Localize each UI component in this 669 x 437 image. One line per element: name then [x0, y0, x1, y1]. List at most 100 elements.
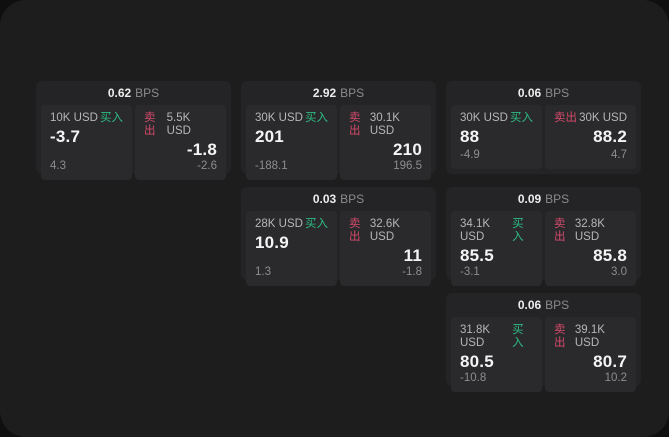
sell-notional: 5.5K USD	[166, 112, 191, 137]
buy-delta: -4.9	[460, 149, 480, 161]
buy-price: 85.5	[460, 246, 494, 265]
quote-body: 28K USD 买入 10.9 1.3 卖出 32.6K USD 11 -1.8	[241, 211, 436, 291]
bps-unit: BPS	[545, 192, 570, 206]
quote-card: 2.92 BPS 30K USD 买入 201 -188.1 卖出 30.1K …	[241, 81, 436, 180]
quote-body: 10K USD 买入 -3.7 4.3 卖出 5.5K USD -1.8 -2.…	[36, 105, 231, 185]
buy-price: 201	[255, 127, 284, 146]
bps-header: 0.06 BPS	[446, 293, 641, 317]
buy-panel-header: 31.8K USD 买入	[460, 324, 533, 350]
buy-quote-panel[interactable]: 34.1K USD 买入 85.5 -3.1	[451, 211, 542, 286]
bps-unit: BPS	[340, 86, 365, 100]
buy-notional: 31.8K USD	[460, 324, 491, 349]
sell-label: 卖出	[554, 324, 566, 349]
sell-delta: -1.8	[402, 266, 422, 278]
sell-label: 卖出	[144, 112, 156, 137]
buy-quote-panel[interactable]: 30K USD 买入 201 -188.1	[246, 105, 337, 180]
quote-card: 0.03 BPS 28K USD 买入 10.9 1.3 卖出 32.6K US…	[241, 187, 436, 286]
buy-delta: 1.3	[255, 266, 271, 278]
bps-header: 0.62 BPS	[36, 81, 231, 105]
buy-label: 买入	[512, 218, 524, 243]
bps-value: 0.09	[517, 192, 542, 206]
buy-label: 买入	[100, 112, 123, 124]
bps-header: 0.09 BPS	[446, 187, 641, 211]
sell-quote-panel[interactable]: 卖出 30.1K USD 210 196.5	[340, 105, 431, 180]
buy-notional: 30K USD	[460, 112, 508, 124]
bps-header: 0.06 BPS	[446, 81, 641, 105]
bps-value: 0.62	[107, 86, 132, 100]
sell-delta: 196.5	[393, 160, 422, 172]
bps-value: 0.06	[517, 298, 542, 312]
bps-unit: BPS	[135, 86, 160, 100]
bps-value: 2.92	[312, 86, 337, 100]
buy-delta: -188.1	[255, 160, 288, 172]
sell-notional: 39.1K USD	[574, 324, 605, 349]
buy-quote-panel[interactable]: 28K USD 买入 10.9 1.3	[246, 211, 337, 286]
buy-panel-header: 10K USD 买入	[50, 112, 123, 125]
buy-notional: 30K USD	[255, 112, 303, 124]
sell-price: 11	[403, 246, 422, 265]
bps-value: 0.03	[312, 192, 337, 206]
sell-label: 卖出	[349, 218, 361, 243]
buy-panel-header: 30K USD 买入	[460, 112, 533, 125]
quote-body: 31.8K USD 买入 80.5 -10.8 卖出 39.1K USD 80.…	[446, 317, 641, 397]
sell-price: 210	[393, 140, 422, 159]
buy-quote-panel[interactable]: 10K USD 买入 -3.7 4.3	[41, 105, 132, 180]
sell-quote-panel[interactable]: 卖出 32.8K USD 85.8 3.0	[545, 211, 636, 286]
sell-notional: 32.8K USD	[574, 218, 605, 243]
sell-price: 88.2	[593, 127, 627, 146]
quote-card: 0.06 BPS 30K USD 买入 88 -4.9 卖出 30K USD 8…	[446, 81, 641, 174]
buy-quote-panel[interactable]: 31.8K USD 买入 80.5 -10.8	[451, 317, 542, 392]
buy-price: 10.9	[255, 233, 289, 252]
sell-panel-header: 卖出 39.1K USD	[554, 324, 627, 350]
sell-panel-header: 卖出 32.8K USD	[554, 218, 627, 244]
buy-label: 买入	[512, 324, 524, 349]
quote-card: 0.62 BPS 10K USD 买入 -3.7 4.3 卖出 5.5K USD…	[36, 81, 231, 180]
sell-panel-header: 卖出 30.1K USD	[349, 112, 422, 138]
sell-label: 卖出	[349, 112, 361, 137]
sell-price: -1.8	[186, 140, 217, 159]
quote-body: 34.1K USD 买入 85.5 -3.1 卖出 32.8K USD 85.8…	[446, 211, 641, 291]
bps-unit: BPS	[340, 192, 365, 206]
quote-card: 0.06 BPS 31.8K USD 买入 80.5 -10.8 卖出 39.1…	[446, 293, 641, 392]
sell-delta: 4.7	[611, 149, 627, 161]
buy-label: 买入	[510, 112, 533, 124]
buy-notional: 28K USD	[255, 218, 303, 230]
sell-notional: 30K USD	[579, 112, 627, 124]
sell-panel-header: 卖出 32.6K USD	[349, 218, 422, 244]
sell-quote-panel[interactable]: 卖出 32.6K USD 11 -1.8	[340, 211, 431, 286]
buy-notional: 10K USD	[50, 112, 98, 124]
bps-value: 0.06	[517, 86, 542, 100]
sell-delta: 3.0	[611, 266, 627, 278]
sell-quote-panel[interactable]: 卖出 5.5K USD -1.8 -2.6	[135, 105, 226, 180]
sell-price: 85.8	[593, 246, 627, 265]
sell-panel-header: 卖出 30K USD	[554, 112, 627, 125]
quote-body: 30K USD 买入 88 -4.9 卖出 30K USD 88.2 4.7	[446, 105, 641, 174]
buy-panel-header: 30K USD 买入	[255, 112, 328, 125]
sell-label: 卖出	[554, 218, 566, 243]
sell-delta: 10.2	[604, 372, 627, 384]
buy-label: 买入	[305, 112, 328, 124]
buy-quote-panel[interactable]: 30K USD 买入 88 -4.9	[451, 105, 542, 169]
bps-unit: BPS	[545, 298, 570, 312]
buy-notional: 34.1K USD	[460, 218, 491, 243]
bps-header: 0.03 BPS	[241, 187, 436, 211]
bps-header: 2.92 BPS	[241, 81, 436, 105]
sell-notional: 30.1K USD	[369, 112, 400, 137]
bps-unit: BPS	[545, 86, 570, 100]
buy-panel-header: 34.1K USD 买入	[460, 218, 533, 244]
sell-delta: -2.6	[197, 160, 217, 172]
sell-quote-panel[interactable]: 卖出 30K USD 88.2 4.7	[545, 105, 636, 169]
sell-label: 卖出	[554, 112, 577, 124]
buy-price: 88	[460, 127, 480, 146]
quote-body: 30K USD 买入 201 -188.1 卖出 30.1K USD 210 1…	[241, 105, 436, 185]
sell-quote-panel[interactable]: 卖出 39.1K USD 80.7 10.2	[545, 317, 636, 392]
buy-delta: -3.1	[460, 266, 480, 278]
buy-price: -3.7	[50, 127, 81, 146]
sell-panel-header: 卖出 5.5K USD	[144, 112, 217, 138]
sell-notional: 32.6K USD	[369, 218, 400, 243]
buy-price: 80.5	[460, 352, 494, 371]
quote-card: 0.09 BPS 34.1K USD 买入 85.5 -3.1 卖出 32.8K…	[446, 187, 641, 286]
buy-panel-header: 28K USD 买入	[255, 218, 328, 231]
sell-price: 80.7	[593, 352, 627, 371]
